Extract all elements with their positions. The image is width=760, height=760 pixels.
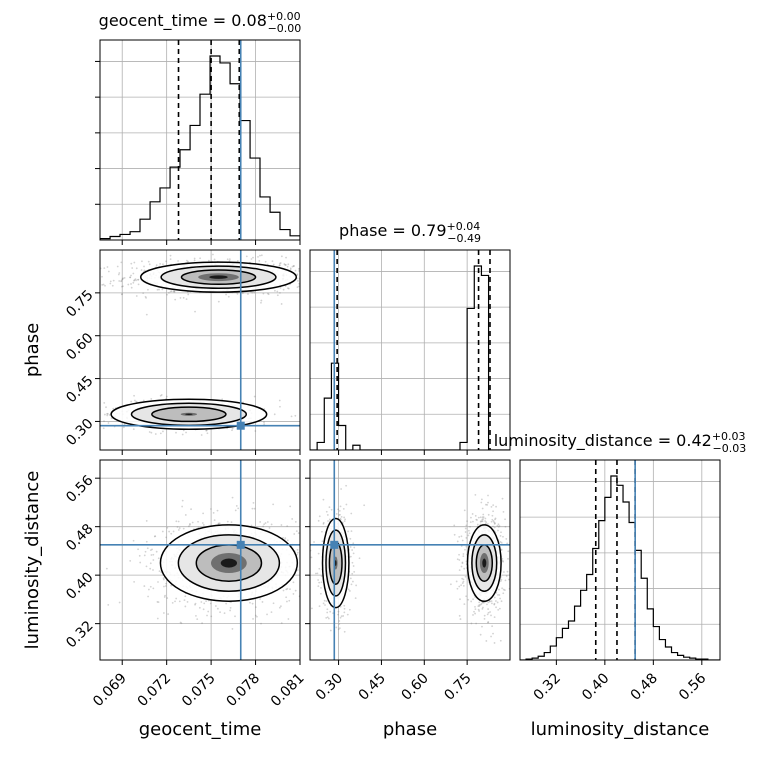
hist-panel-geocent_time: geocent_time = 0.08+0.00 −0.00 bbox=[95, 10, 301, 245]
x-tick-label: 0.60 bbox=[399, 670, 432, 703]
x-tick-label: 0.32 bbox=[531, 670, 564, 703]
panel-title-geocent_time: geocent_time = 0.08+0.00 −0.00 bbox=[99, 10, 302, 35]
title-lower: −0.49 bbox=[447, 232, 481, 245]
title-lower: −0.00 bbox=[268, 22, 302, 35]
density-contour bbox=[209, 275, 228, 279]
density-panel-luminosity_distance_vs_geocent_time-content bbox=[100, 460, 300, 660]
y-axis-label-phase: phase bbox=[22, 323, 43, 377]
x-axis-label-phase: phase bbox=[383, 719, 437, 740]
y-tick-label: 0.30 bbox=[63, 416, 96, 449]
hist-panel-phase-content bbox=[310, 250, 510, 450]
hist-panel-luminosity_distance-content bbox=[520, 460, 720, 660]
x-axis-label-luminosity_distance: luminosity_distance bbox=[531, 719, 710, 740]
title-lower: −0.03 bbox=[713, 442, 747, 455]
panel-border bbox=[309, 249, 511, 451]
panel-border bbox=[99, 459, 301, 661]
title-prefix: luminosity_distance = 0.42 bbox=[494, 431, 712, 451]
density-contour bbox=[482, 558, 487, 568]
x-tick-label: 0.75 bbox=[441, 670, 474, 703]
y-axis-label-luminosity_distance: luminosity_distance bbox=[22, 471, 43, 650]
x-tick-label: 0.072 bbox=[135, 670, 175, 710]
panel-border bbox=[519, 459, 721, 661]
hist-panel-geocent_time-content bbox=[100, 40, 300, 240]
y-tick-label: 0.45 bbox=[63, 373, 96, 406]
x-tick-label: 0.40 bbox=[579, 670, 612, 703]
y-tick-label: 0.56 bbox=[63, 472, 96, 505]
density-panel-phase_vs_geocent_time-content bbox=[100, 250, 300, 450]
histogram-luminosity_distance bbox=[520, 475, 720, 660]
density-contour bbox=[185, 413, 193, 415]
density-panel-phase_vs_geocent_time: 0.30 0.45 0.60 0.75 bbox=[63, 249, 301, 455]
truth-marker bbox=[236, 421, 245, 430]
x-tick-label: 0.081 bbox=[268, 670, 308, 710]
y-tick-label: 0.32 bbox=[63, 618, 96, 651]
panel-title-luminosity_distance: luminosity_distance = 0.42+0.03 −0.03 bbox=[494, 430, 747, 455]
title-upper: +0.00 bbox=[267, 10, 301, 23]
title-upper: +0.04 bbox=[447, 220, 481, 233]
title-prefix: phase = 0.79 bbox=[339, 221, 446, 240]
x-tick-label: 0.075 bbox=[179, 670, 219, 710]
histogram-geocent_time bbox=[100, 55, 300, 240]
x-tick-label: 0.078 bbox=[224, 670, 264, 710]
x-tick-label: 0.56 bbox=[676, 670, 709, 703]
y-tick-label: 0.40 bbox=[63, 569, 96, 602]
title-prefix: geocent_time = 0.08 bbox=[99, 11, 267, 31]
density-panel-luminosity_distance_vs_phase: 0.30 0.45 0.60 0.75 bbox=[305, 459, 511, 704]
hist-panel-phase: phase = 0.79+0.04 −0.49 bbox=[309, 220, 511, 455]
density-contour bbox=[334, 560, 337, 566]
x-tick-label: 0.30 bbox=[313, 670, 346, 703]
density-panel-luminosity_distance_vs_geocent_time: 0.069 0.072 0.075 0.078 0.081 0.32 0.40 0.48 0.5… bbox=[63, 459, 308, 710]
x-axis-label-geocent_time: geocent_time bbox=[139, 719, 262, 740]
density-contour bbox=[220, 558, 238, 568]
x-tick-label: 0.45 bbox=[356, 670, 389, 703]
y-tick-label: 0.60 bbox=[63, 330, 96, 363]
title-upper: +0.03 bbox=[712, 430, 746, 443]
panel-border bbox=[99, 249, 301, 451]
histogram-phase bbox=[310, 265, 510, 450]
x-tick-label: 0.48 bbox=[628, 670, 661, 703]
panel-border bbox=[309, 459, 511, 661]
panel-title-phase: phase = 0.79+0.04 −0.49 bbox=[339, 220, 481, 245]
y-tick-label: 0.75 bbox=[63, 287, 96, 320]
y-tick-label: 0.48 bbox=[63, 521, 96, 554]
density-panel-luminosity_distance_vs_phase-content bbox=[310, 460, 510, 660]
panel-border bbox=[99, 39, 301, 241]
truth-marker bbox=[330, 540, 339, 549]
x-tick-label: 0.069 bbox=[90, 670, 130, 710]
hist-panel-luminosity_distance: 0.32 0.40 0.48 0.56 luminosity_distance = 0.… bbox=[494, 430, 747, 704]
truth-marker bbox=[236, 540, 245, 549]
